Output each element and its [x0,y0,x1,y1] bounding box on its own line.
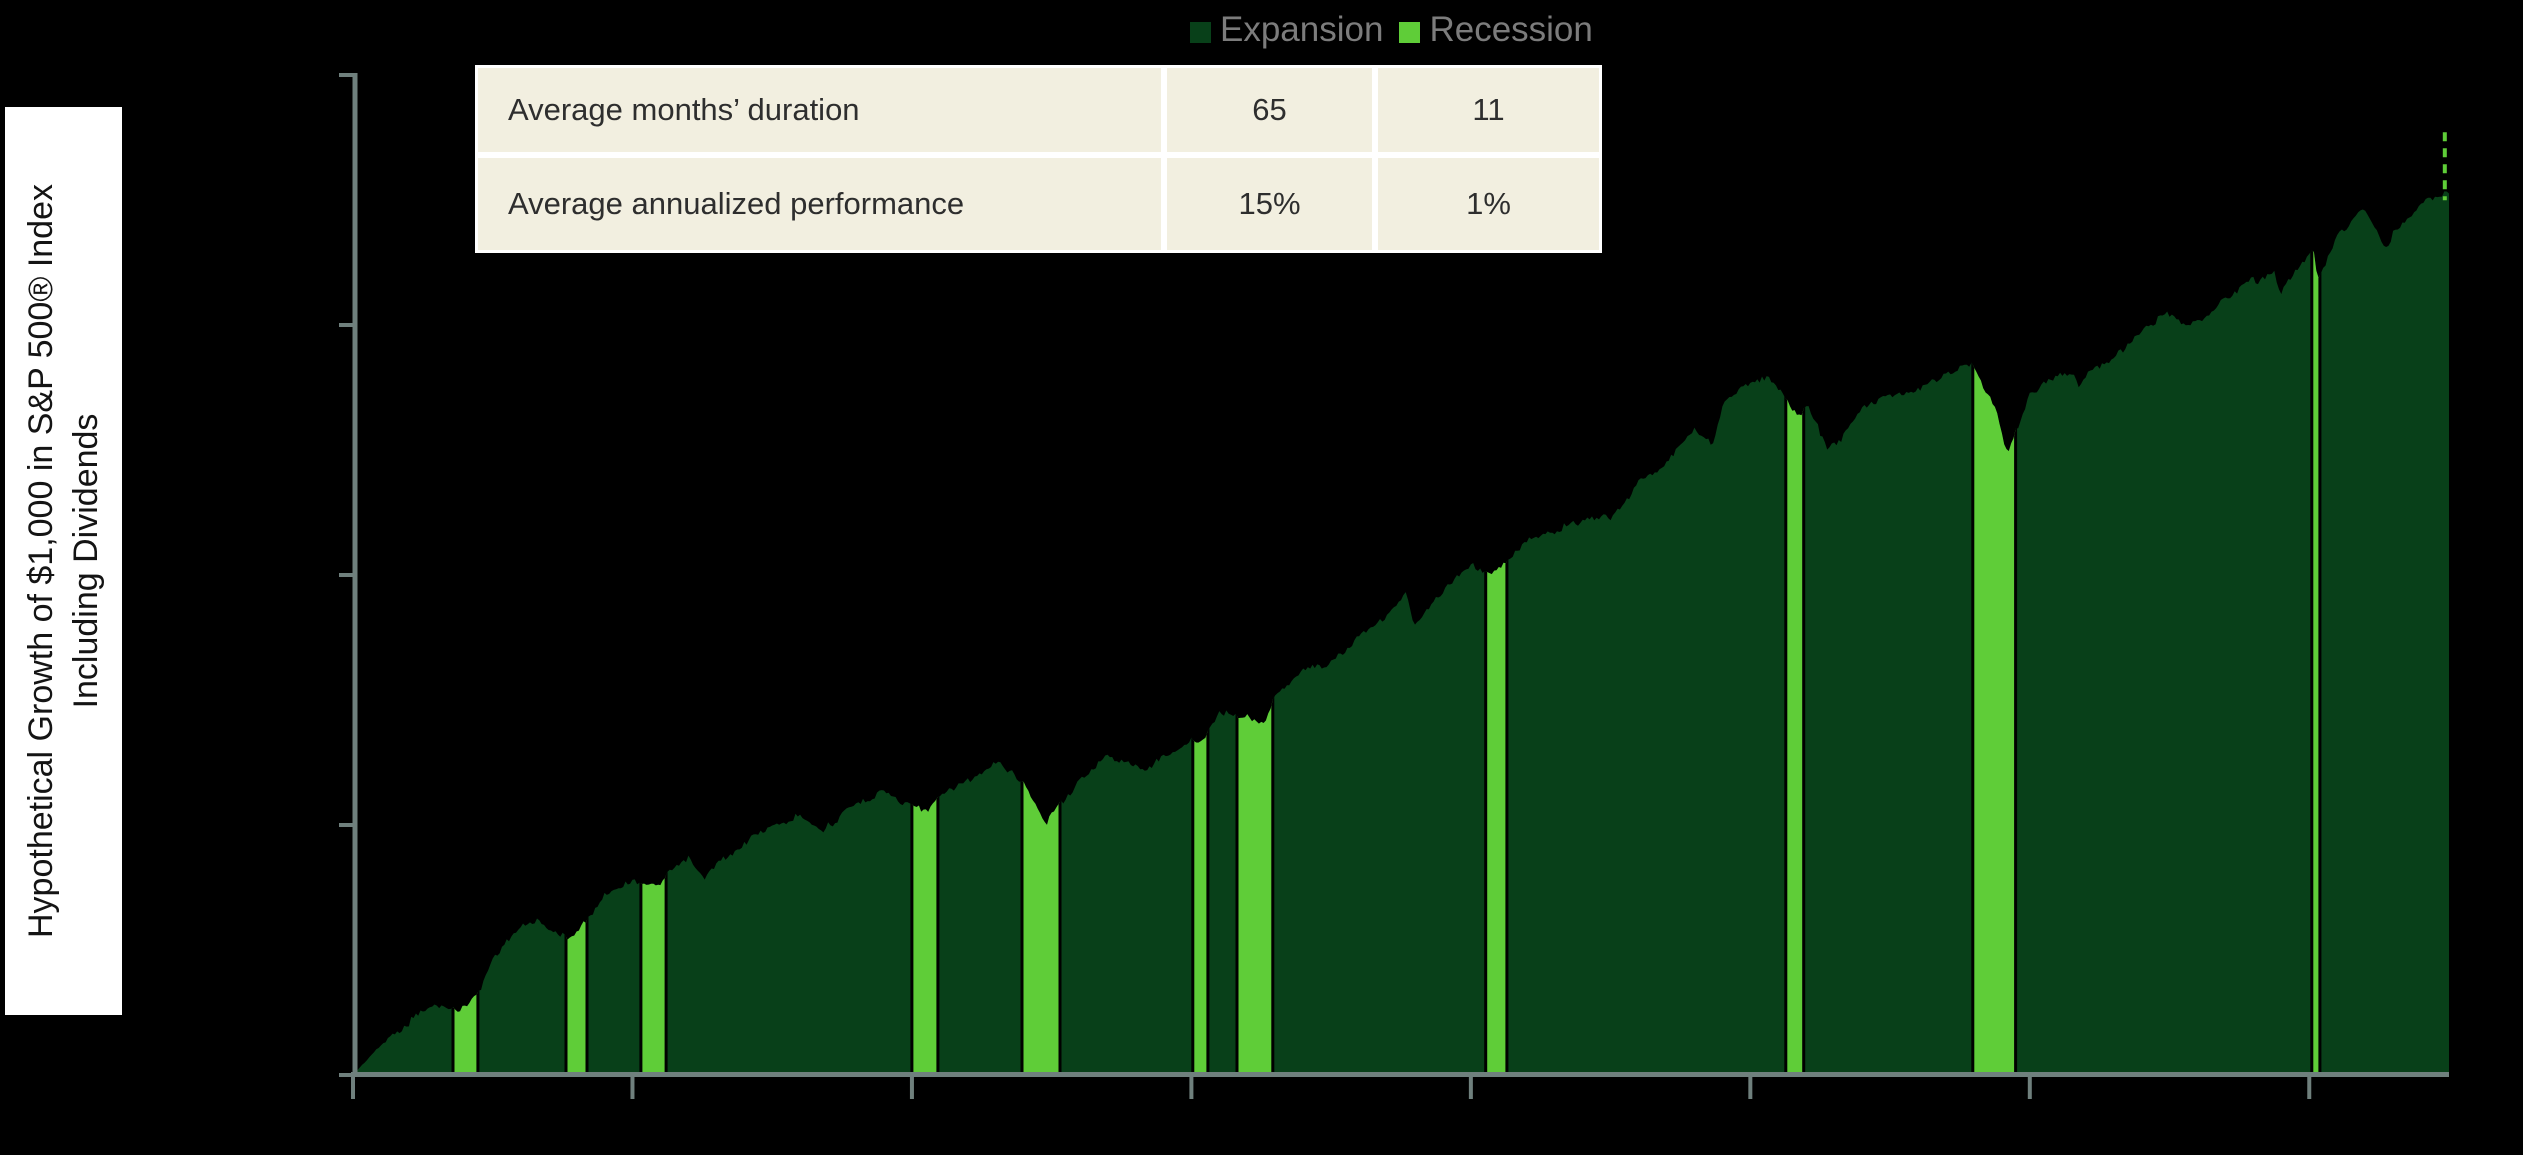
legend-item-expansion: Expansion [1190,10,1383,50]
expansion-swatch-icon [1190,21,1211,43]
recession-swatch-icon [1399,21,1421,43]
legend-item-recession: Recession [1399,10,1593,50]
stats-row1-recession-value: 11 [1378,68,1599,152]
recession-band [1971,191,2018,1075]
summary-stats-table: Average months’ duration 65 11 Average a… [475,65,1602,253]
recession-legend-label: Recession [1429,10,1593,49]
expansion-legend-label: Expansion [1220,10,1384,49]
expansion-area [353,191,2449,1075]
stats-row2-recession-value: 1% [1378,158,1599,250]
y-axis-title-line1: Hypothetical Growth of $1,000 in S&P 500… [21,184,60,938]
y-axis-title-line2: Including Dividends [66,413,105,709]
stats-row2-label: Average annualized performance [478,158,1161,250]
stats-row2-expansion-value: 15% [1167,158,1372,250]
recession-band [1784,191,1806,1075]
stats-row1-expansion-value: 65 [1167,68,1372,152]
y-axis-title: Hypothetical Growth of $1,000 in S&P 500… [19,116,109,1006]
recession-band [2310,191,2322,1075]
stats-row1-label: Average months’ duration [478,68,1161,152]
chart-legend: Expansion Recession [1190,10,1593,50]
axes [339,73,2449,1099]
y-axis-title-panel: Hypothetical Growth of $1,000 in S&P 500… [5,107,122,1015]
